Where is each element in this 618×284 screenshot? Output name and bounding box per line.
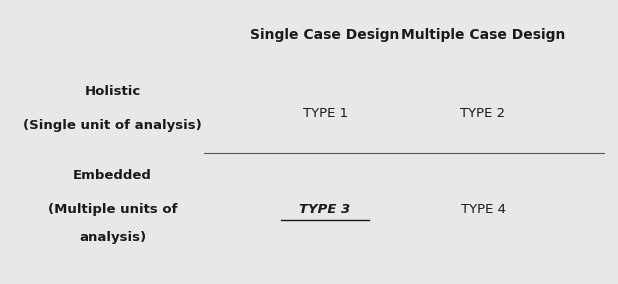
Text: TYPE 2: TYPE 2 (460, 107, 506, 120)
Text: Single Case Design: Single Case Design (250, 28, 400, 42)
Text: (Single unit of analysis): (Single unit of analysis) (23, 119, 202, 131)
Text: analysis): analysis) (79, 231, 146, 244)
Text: TYPE 3: TYPE 3 (300, 203, 351, 216)
Text: TYPE 1: TYPE 1 (303, 107, 348, 120)
Text: Multiple Case Design: Multiple Case Design (401, 28, 565, 42)
Text: (Multiple units of: (Multiple units of (48, 203, 177, 216)
Text: TYPE 4: TYPE 4 (460, 203, 506, 216)
Text: Holistic: Holistic (85, 85, 141, 98)
Text: Embedded: Embedded (73, 169, 152, 182)
